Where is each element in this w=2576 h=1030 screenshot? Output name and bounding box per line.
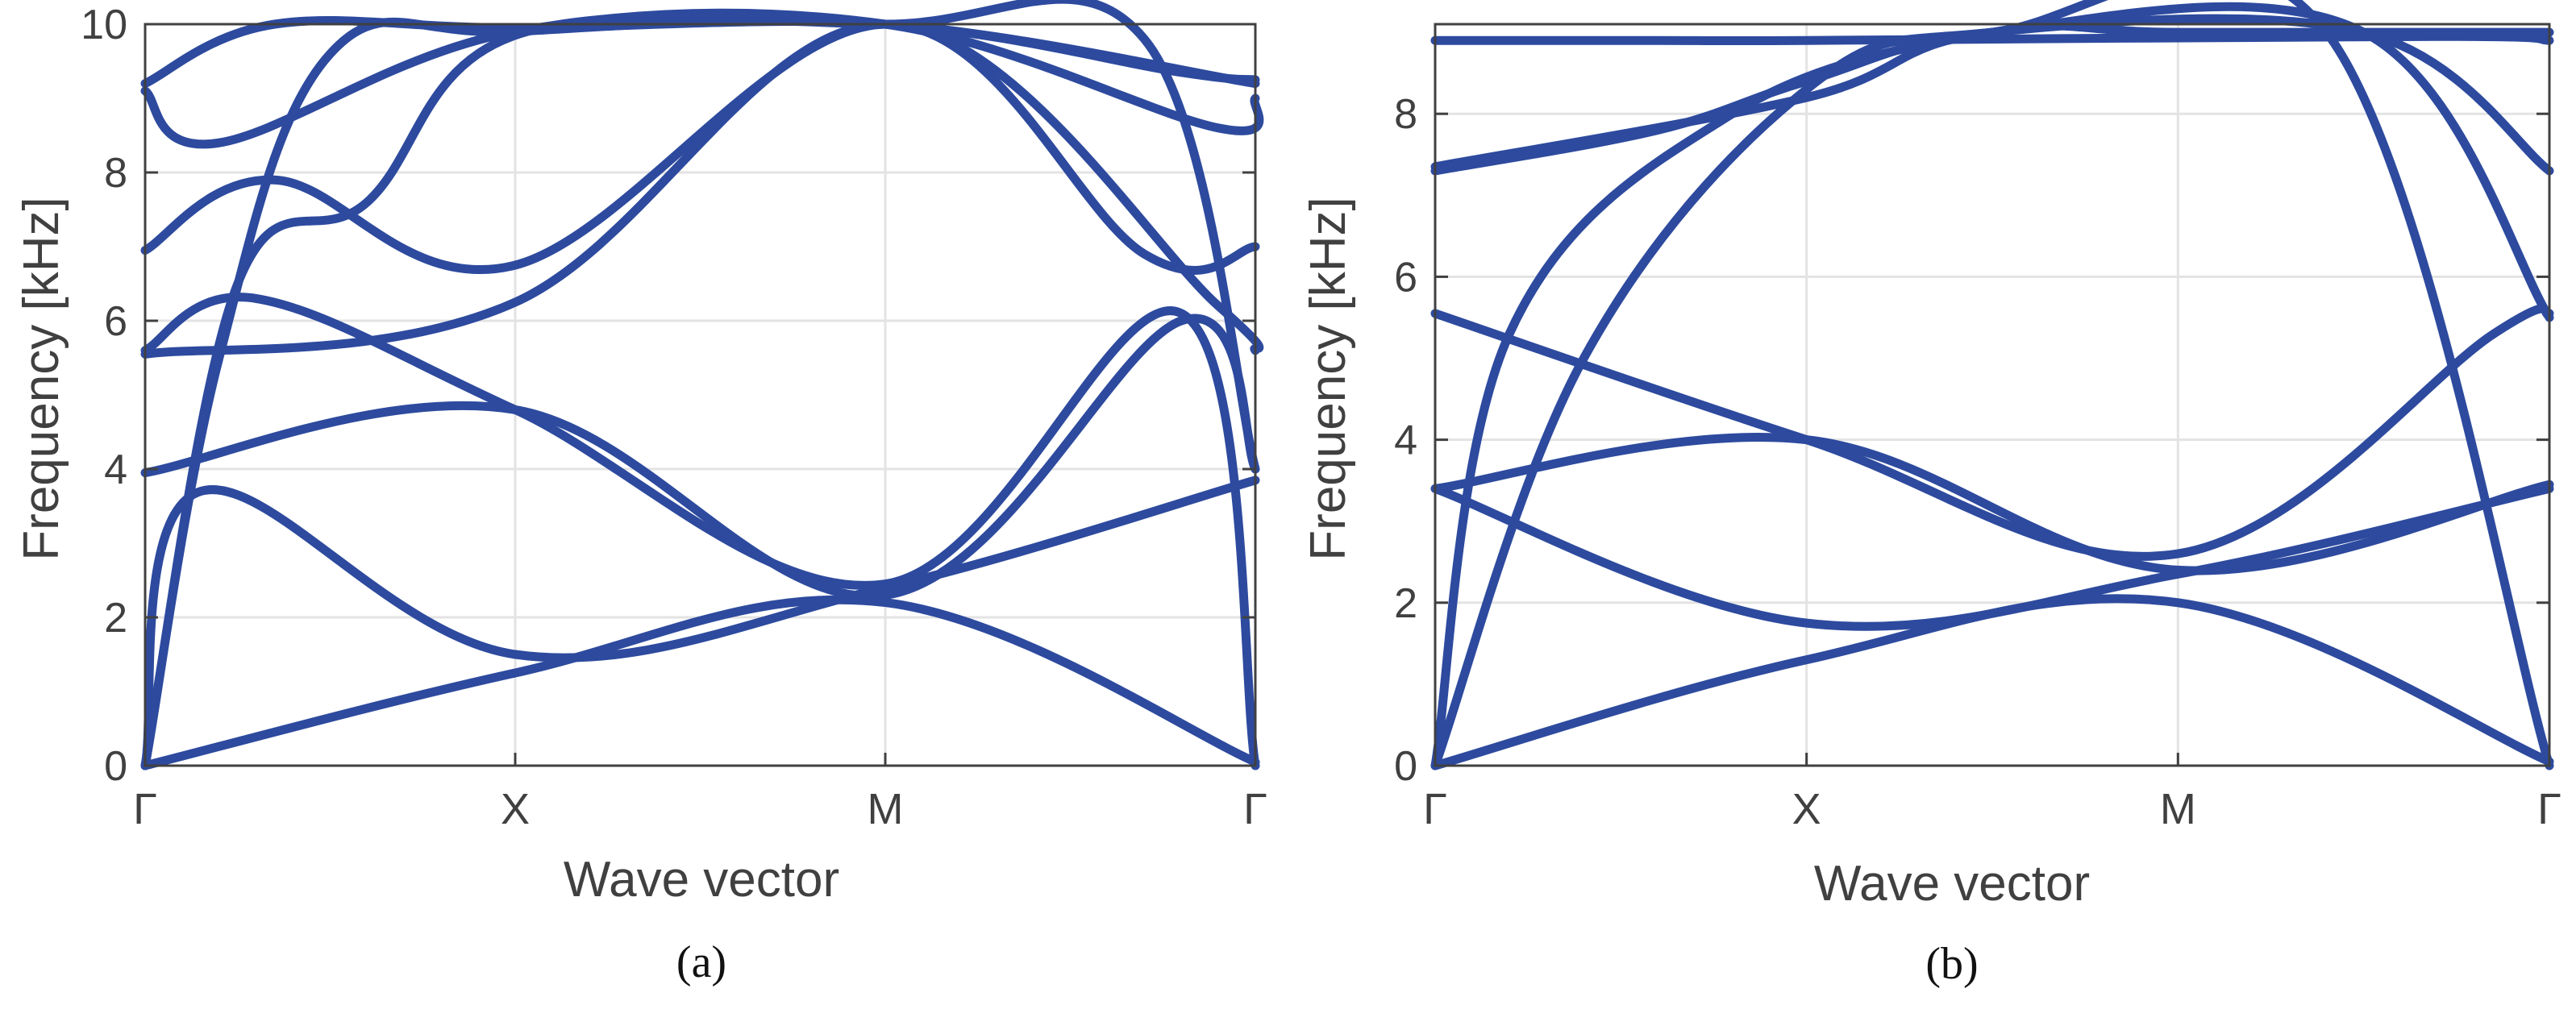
dispersion-curve-8	[1430, 2, 2554, 322]
y-tick-label: 0	[104, 743, 127, 790]
panel-caption: (b)	[1925, 939, 1978, 989]
dispersion-curve-10	[140, 0, 1260, 770]
dispersion-curve-4	[1430, 304, 2554, 561]
dispersion-curve-2	[1430, 484, 2554, 631]
x-axis-title: Wave vector	[1814, 856, 2090, 912]
axes-frame	[1434, 23, 2551, 767]
band-curves	[1430, 0, 2554, 770]
y-tick-label: 10	[81, 2, 127, 48]
y-tick-label: 0	[1394, 743, 1417, 790]
y-tick-label: 6	[1394, 254, 1417, 301]
dispersion-curve-4	[140, 293, 1260, 770]
dispersion-curve-3	[1430, 433, 2554, 575]
axes-frame	[144, 23, 1257, 767]
dispersion-curve-5	[1430, 21, 2554, 770]
y-axis-title: Frequency [kHz]	[14, 197, 69, 560]
x-tick-label: X	[501, 785, 530, 833]
dispersion-curve-9	[1430, 31, 2554, 46]
x-tick-label: Γ	[2537, 785, 2561, 833]
x-tick-label: Γ	[1243, 785, 1267, 833]
chart-panel-a: Wave vector Frequency [kHz] (a) 0 2 4 6 8 10 Γ…	[14, 0, 1267, 987]
y-tick-label: 2	[104, 595, 127, 642]
y-tick-label: 6	[104, 298, 127, 345]
x-tick-label: X	[1792, 785, 1821, 833]
dispersion-curve-2	[140, 476, 1260, 770]
x-tick-label: Γ	[1423, 785, 1447, 833]
x-tick-label: M	[2160, 785, 2196, 833]
y-tick-label: 4	[1394, 417, 1417, 464]
x-axis-title: Wave vector	[564, 852, 839, 907]
x-tick-label: Γ	[133, 785, 157, 833]
plot-area	[1435, 24, 2549, 766]
dispersion-curve-6	[140, 19, 1260, 275]
y-axis-title: Frequency [kHz]	[1300, 197, 1356, 560]
dispersion-curve-3	[140, 314, 1260, 601]
y-tick-label: 2	[1394, 580, 1417, 627]
panel-caption: (a)	[676, 937, 726, 987]
x-tick-label: M	[868, 785, 904, 833]
y-tick-label: 8	[1394, 91, 1417, 138]
chart-panel-b: Wave vector Frequency [kHz] (b) 0 2 4 6 8 Γ X M…	[1300, 0, 2561, 989]
y-tick-label: 4	[104, 446, 127, 493]
dispersion-curve-1	[140, 595, 1260, 770]
y-tick-label: 8	[104, 150, 127, 197]
